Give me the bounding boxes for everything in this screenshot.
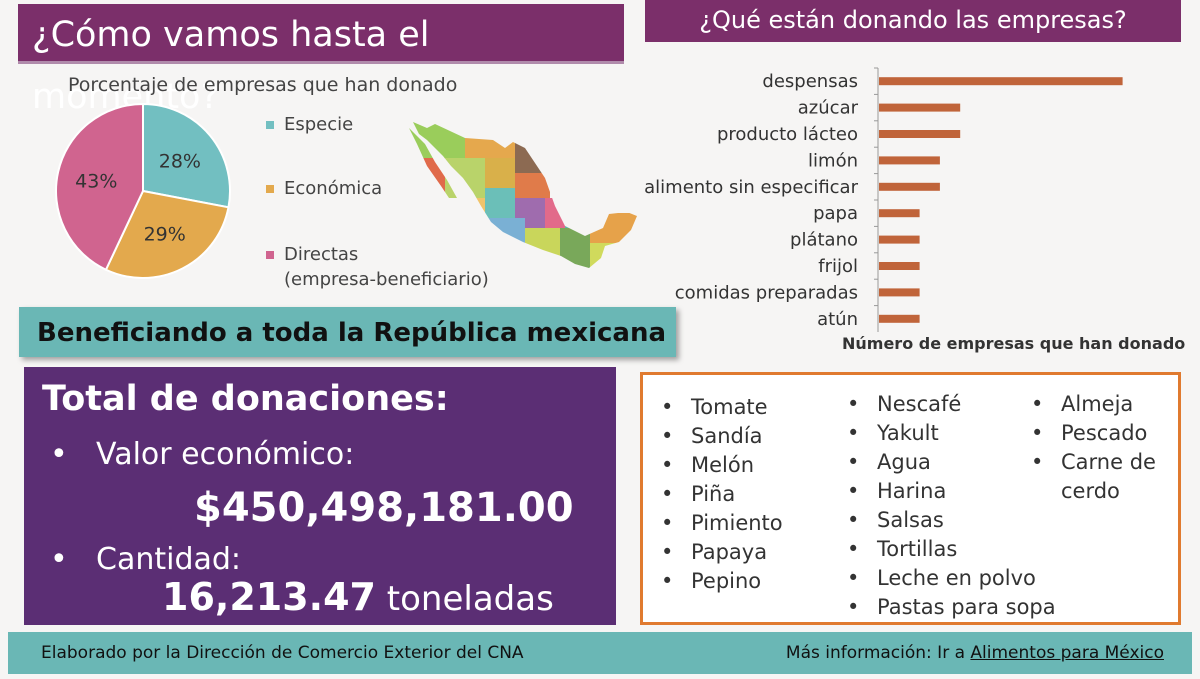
bar-10	[879, 314, 920, 323]
legend-swatch	[266, 251, 274, 259]
product-name: Salsas	[877, 508, 944, 532]
alimentos-para-mexico-link[interactable]: Alimentos para México	[970, 643, 1164, 663]
bullet: •	[847, 595, 860, 619]
econ-value: $450,498,181.00	[194, 485, 574, 531]
pie-legend-label: Especie	[284, 114, 354, 135]
bar-3	[879, 130, 961, 138]
bullet: •	[1031, 421, 1044, 445]
product-name: Leche en polvo	[877, 566, 1036, 590]
econ-bullet: •	[50, 437, 68, 472]
total-title: Total de donaciones:	[42, 379, 449, 419]
footer-more-info-prefix: Más información: Ir a	[785, 643, 971, 663]
bar-8	[879, 262, 920, 270]
bar-category-label-8: frijol	[818, 256, 858, 277]
bar-4	[879, 156, 940, 165]
pie-slice-label-1: 28%	[159, 150, 201, 172]
bullet: •	[661, 453, 674, 477]
pie-slice-label-2: 29%	[144, 224, 186, 246]
bar-chart-xlabel: Número de empresas que han donado	[842, 334, 1186, 353]
bullet: •	[661, 424, 674, 448]
republic-banner: Beneficiando a toda la República mexican…	[19, 307, 676, 357]
bar-1	[879, 77, 1123, 86]
footer-credit: Elaborado por la Dirección de Comercio E…	[41, 643, 524, 663]
bullet: •	[1031, 392, 1044, 416]
product-name: Pimiento	[691, 511, 783, 535]
qty-number: 16,213.47	[162, 575, 376, 619]
right-title: ¿Qué están donando las empresas?	[645, 0, 1181, 42]
pie-slice-1	[142, 102, 231, 209]
bar-5	[879, 182, 940, 191]
product-name: cerdo	[1061, 479, 1120, 503]
product-name: Harina	[877, 479, 947, 503]
legend-swatch	[266, 121, 274, 129]
bar-category-label-7: plátano	[790, 230, 858, 251]
pie-chart: 28% 29% 43%	[55, 102, 231, 279]
qty-label: Cantidad:	[96, 542, 242, 577]
bullet: •	[847, 479, 860, 503]
product-name: Pescado	[1061, 421, 1148, 445]
pie-slice-2	[104, 189, 230, 279]
pie-legend-label: (empresa-beneficiario)	[284, 269, 489, 290]
bullet: •	[661, 511, 674, 535]
bar-6	[879, 209, 920, 218]
product-name: Sandía	[691, 424, 763, 448]
bar-7	[879, 235, 920, 244]
bar-category-label-3: producto lácteo	[717, 124, 858, 145]
bullet: •	[661, 395, 674, 419]
product-name: Carne de	[1061, 450, 1156, 474]
product-name: Agua	[877, 450, 931, 474]
bullet: •	[847, 392, 860, 416]
product-name: Almeja	[1061, 392, 1134, 416]
bar-category-label-4: limón	[808, 150, 858, 171]
bar-category-label-5: alimento sin especificar	[644, 177, 858, 198]
bar-category-label-2: azúcar	[798, 98, 859, 119]
product-name: Melón	[691, 453, 755, 477]
bullet: •	[661, 569, 674, 593]
bar-category-label-9: comidas preparadas	[675, 282, 858, 303]
pie-legend-label: Económica	[284, 178, 383, 199]
bullet: •	[847, 566, 860, 590]
bar-9	[879, 288, 920, 297]
product-name: Nescafé	[877, 392, 962, 416]
product-name: Pastas para sopa	[877, 595, 1056, 619]
product-name: Tortillas	[877, 537, 958, 561]
footer-more-info: Más información: Ir a Alimentos para Méx…	[786, 643, 1164, 663]
bullet: •	[661, 540, 674, 564]
product-name: Pepino	[691, 569, 762, 593]
pie-slice-label-3: 43%	[75, 171, 117, 193]
products-list-box: • Tomate • Sandía • Melón • Piña • Pimiento • Papay…	[640, 372, 1181, 625]
qty-unit: toneladas	[386, 579, 554, 619]
qty-bullet: •	[50, 542, 68, 577]
bar-category-label-10: atún	[817, 309, 858, 330]
footer: Elaborado por la Dirección de Comercio E…	[8, 632, 1192, 674]
qty-value: 16,213.47 toneladas	[162, 575, 554, 619]
bullet: •	[847, 421, 860, 445]
bar-category-label-6: papa	[813, 203, 858, 224]
bar-category-label-1: despensas	[762, 71, 858, 92]
bullet: •	[847, 537, 860, 561]
left-title: ¿Cómo vamos hasta el momento?	[18, 4, 624, 117]
bar-2	[879, 103, 961, 112]
bullet: •	[1031, 450, 1044, 474]
bar-chart: despensas azúcar producto lácteo limón alime…	[644, 67, 1123, 332]
bullet: •	[847, 508, 860, 532]
econ-label: Valor económico:	[96, 437, 355, 472]
bullet: •	[847, 450, 860, 474]
pie-slice-3	[55, 102, 144, 272]
pie-chart-title: Porcentaje de empresas que han donado	[68, 74, 458, 96]
legend-swatch	[266, 185, 274, 193]
product-name: Papaya	[691, 540, 768, 564]
product-name: Tomate	[691, 395, 768, 419]
bullet: •	[661, 482, 674, 506]
pie-legend-label: Directas	[284, 244, 359, 265]
product-name: Piña	[691, 482, 736, 506]
mexico-map-icon	[409, 122, 637, 268]
product-name: Yakult	[877, 421, 939, 445]
total-donations-box: Total de donaciones: • Valor económico: …	[24, 367, 616, 625]
